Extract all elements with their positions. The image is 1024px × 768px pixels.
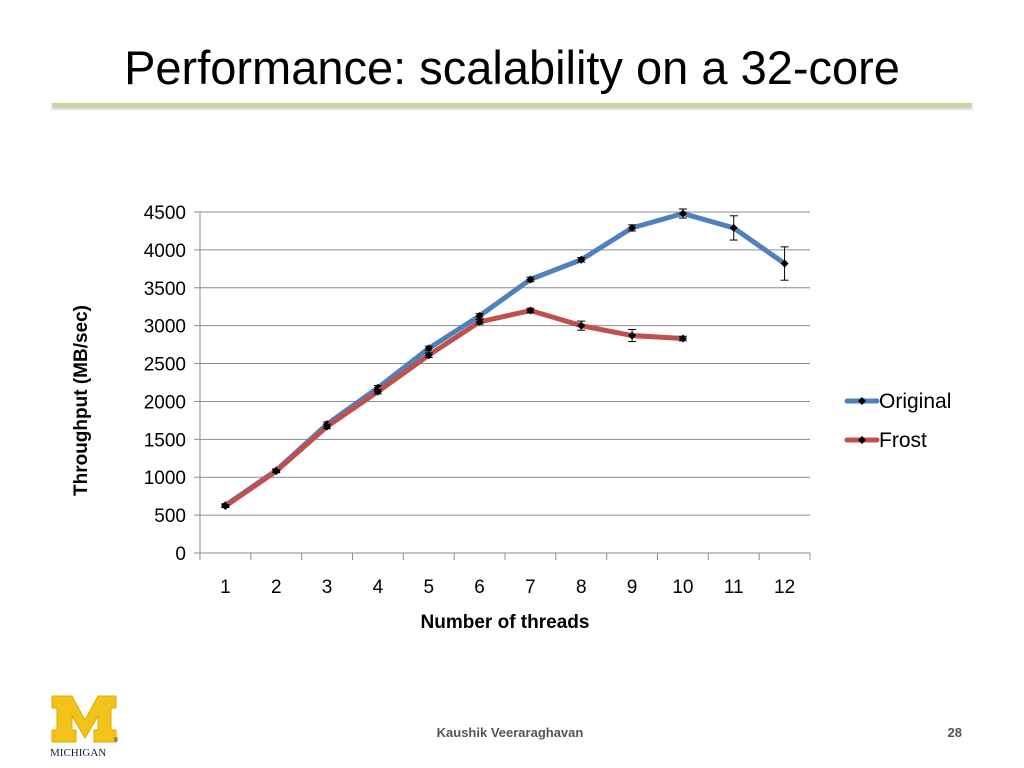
- y-tick-label-1500: 1500: [144, 430, 186, 451]
- legend-label-frost: Frost: [879, 429, 927, 452]
- chart-axes: [194, 211, 811, 560]
- legend-marker-frost: [858, 436, 866, 444]
- series-original: [221, 208, 789, 510]
- data-point-original-11: [729, 223, 738, 232]
- x-tick-label-2: 2: [271, 577, 282, 598]
- footer-author: Kaushik Veeraraghavan: [436, 725, 584, 740]
- legend-marker-original: [858, 397, 866, 405]
- y-tick-label-4500: 4500: [144, 203, 186, 224]
- slide-title: Performance: scalability on a 32-core: [124, 41, 900, 94]
- legend-label-original: Original: [879, 390, 951, 413]
- y-tick-label-500: 500: [154, 506, 186, 527]
- data-point-frost-6: [475, 317, 484, 326]
- svg-text:®: ®: [114, 737, 119, 744]
- x-axis-title: Number of threads: [421, 612, 590, 633]
- y-tick-label-3000: 3000: [144, 317, 186, 338]
- x-tick-label-12: 12: [774, 577, 795, 598]
- data-point-original-7: [526, 275, 535, 284]
- x-tick-label-11: 11: [724, 577, 744, 598]
- data-point-frost-8: [577, 321, 586, 330]
- x-tick-label-4: 4: [373, 577, 384, 598]
- series-line-original: [222, 211, 788, 508]
- data-point-original-8: [577, 255, 586, 264]
- data-point-frost-4: [373, 387, 382, 396]
- title-divider: [52, 103, 972, 107]
- y-tick-label-0: 0: [175, 544, 186, 565]
- chart-legend: Original Frost: [844, 390, 951, 452]
- x-tick-label-5: 5: [423, 577, 434, 598]
- data-point-original-12: [780, 259, 789, 268]
- michigan-block-m-logo: ®: [51, 695, 119, 744]
- x-tick-label-6: 6: [474, 577, 485, 598]
- data-point-original-6: [475, 311, 484, 320]
- data-point-frost-1: [221, 502, 230, 511]
- y-tick-label-1000: 1000: [144, 468, 186, 489]
- y-tick-label-3500: 3500: [144, 279, 186, 300]
- series-line-frost: [222, 308, 686, 509]
- legend-entry-original: Original: [844, 390, 951, 413]
- y-tick-label-2000: 2000: [144, 392, 186, 413]
- x-tick-label-8: 8: [576, 577, 587, 598]
- x-tick-label-9: 9: [627, 577, 638, 598]
- data-point-original-9: [628, 223, 637, 232]
- x-tick-label-3: 3: [322, 577, 333, 598]
- page-number: 28: [947, 725, 962, 740]
- x-tick-label-7: 7: [525, 577, 536, 598]
- michigan-wordmark: MICHIGAN: [50, 747, 107, 759]
- chart-series: [221, 208, 789, 511]
- data-point-original-10: [678, 209, 687, 218]
- legend-entry-frost: Frost: [844, 429, 927, 452]
- data-point-frost-9: [628, 331, 637, 340]
- data-point-frost-3: [323, 422, 332, 431]
- x-tick-label-10: 10: [672, 577, 693, 598]
- chart-gridlines: [200, 211, 810, 516]
- y-tick-label-2500: 2500: [144, 355, 186, 376]
- series-frost: [221, 306, 687, 511]
- x-tick-label-1: 1: [220, 577, 231, 598]
- data-point-frost-10: [678, 334, 687, 343]
- data-point-frost-7: [526, 306, 535, 315]
- y-tick-label-4000: 4000: [144, 241, 186, 262]
- data-point-frost-5: [424, 351, 433, 360]
- data-point-frost-2: [272, 467, 281, 476]
- data-point-original-5: [424, 344, 433, 353]
- y-axis-title: Throughput (MB/sec): [71, 305, 92, 496]
